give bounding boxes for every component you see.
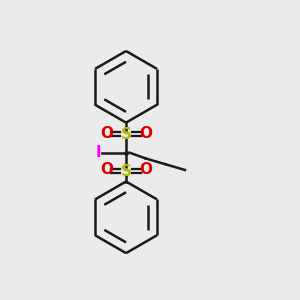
Text: O: O bbox=[100, 163, 113, 178]
Text: S: S bbox=[121, 164, 131, 178]
Text: O: O bbox=[100, 125, 113, 140]
Text: I: I bbox=[95, 145, 101, 160]
Text: O: O bbox=[139, 163, 152, 178]
Text: O: O bbox=[139, 125, 152, 140]
Text: S: S bbox=[121, 127, 131, 142]
